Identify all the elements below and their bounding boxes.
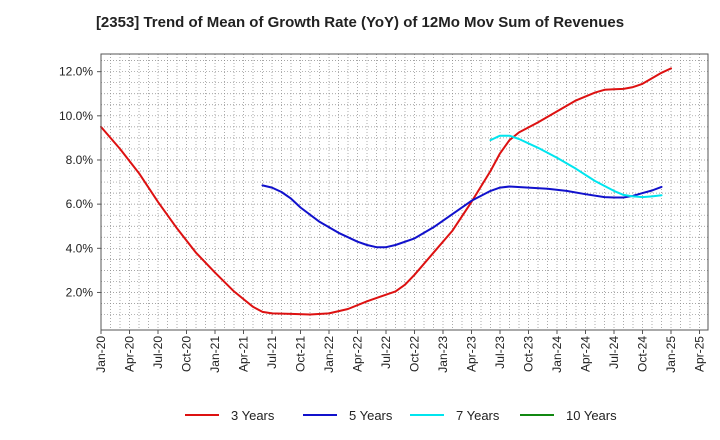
- legend-swatch: [303, 414, 337, 416]
- y-tick-label: 4.0%: [66, 241, 94, 255]
- legend-swatch: [185, 414, 219, 416]
- y-axis-tick-labels: 2.0% 4.0% 6.0% 8.0% 10.0% 12.0%: [59, 65, 101, 299]
- legend-item-3-years: 3 Years: [185, 405, 274, 425]
- x-tick-label: Jan-23: [436, 336, 450, 373]
- x-tick-label: Apr-23: [465, 336, 479, 372]
- legend-label: 5 Years: [349, 407, 393, 423]
- x-tick-label: Oct-21: [294, 336, 308, 372]
- x-tick-label: Jul-21: [265, 336, 279, 369]
- x-tick-label: Apr-25: [693, 336, 707, 372]
- x-tick-label: Oct-23: [522, 336, 536, 372]
- x-tick-label: Jan-24: [550, 336, 564, 373]
- x-tick-label: Jan-21: [208, 336, 222, 373]
- legend-item-5-years: 5 Years: [303, 405, 392, 425]
- legend: 3 Years 5 Years 7 Years 10 Years: [0, 405, 720, 425]
- x-tick-label: Jan-22: [322, 336, 336, 373]
- y-tick-label: 8.0%: [66, 153, 94, 167]
- y-tick-label: 12.0%: [59, 65, 93, 79]
- chart-title: [2353] Trend of Mean of Growth Rate (YoY…: [95, 14, 625, 31]
- x-tick-label: Oct-20: [180, 336, 194, 372]
- legend-item-7-years: 7 Years: [410, 405, 499, 425]
- y-tick-label: 6.0%: [66, 197, 94, 211]
- y-tick-label: 10.0%: [59, 109, 93, 123]
- x-tick-label: Oct-24: [636, 336, 650, 372]
- legend-label: 3 Years: [231, 407, 275, 423]
- x-tick-label: Apr-20: [123, 336, 137, 372]
- series-line-3-years: [100, 67, 672, 316]
- x-tick-label: Jan-25: [664, 336, 678, 373]
- x-tick-label: Jul-23: [493, 336, 507, 369]
- x-tick-label: Apr-22: [351, 336, 365, 372]
- x-tick-label: Apr-24: [579, 336, 593, 372]
- x-tick-label: Jul-22: [379, 336, 393, 369]
- x-tick-label: Apr-21: [237, 336, 251, 372]
- legend-swatch: [410, 414, 444, 416]
- x-tick-label: Jul-20: [151, 336, 165, 369]
- series-line-5-years: [261, 184, 663, 249]
- x-tick-label: Oct-22: [408, 336, 422, 372]
- legend-label: 7 Years: [456, 407, 500, 423]
- legend-item-10-years: 10 Years: [520, 405, 617, 425]
- plot-area-frame: [100, 53, 709, 331]
- series-layer: [100, 67, 672, 316]
- x-tick-label: Jan-20: [94, 336, 108, 373]
- grid-layer: [101, 54, 708, 330]
- x-tick-label: Jul-24: [607, 336, 621, 369]
- legend-swatch: [520, 414, 554, 416]
- legend-label: 10 Years: [566, 407, 617, 423]
- x-axis-tick-labels: Jan-20 Apr-20 Jul-20 Oct-20 Jan-21 Apr-21 Jul-…: [94, 330, 707, 373]
- y-tick-label: 2.0%: [66, 285, 94, 299]
- series-line-7-years: [489, 134, 663, 199]
